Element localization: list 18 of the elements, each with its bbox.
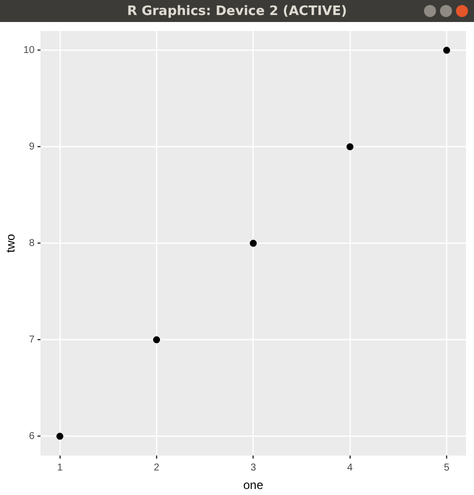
y-tick-label: 9	[28, 142, 35, 153]
x-tick-label: 3	[250, 462, 256, 474]
y-tick-label: 10	[23, 45, 35, 56]
y-axis-title: two	[4, 234, 18, 253]
point	[443, 46, 450, 54]
point	[56, 432, 64, 440]
x-axis-title: one	[243, 478, 264, 492]
point	[346, 143, 354, 150]
y-tick-label: 8	[28, 238, 35, 250]
point	[153, 336, 160, 344]
point	[250, 240, 257, 247]
x-tick-label: 5	[444, 462, 450, 474]
x-tick-label: 1	[57, 462, 64, 474]
y-tick-label: 6	[28, 431, 35, 442]
y-tick-label: 7	[28, 334, 35, 346]
x-tick-label: 4	[347, 462, 354, 474]
x-tick-label: 2	[154, 462, 160, 474]
chart-title: R Graphics: Device 2 (ACTIVE)	[127, 4, 347, 18]
